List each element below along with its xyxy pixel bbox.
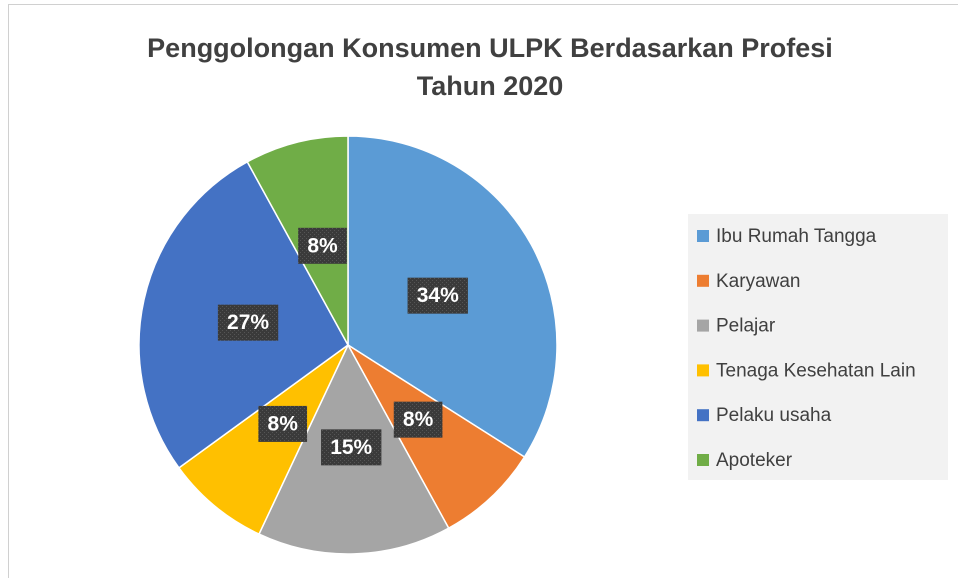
chart-title: Penggolongan Konsumen ULPK Berdasarkan P… [147, 33, 833, 63]
data-label: 15% [330, 436, 372, 459]
legend [688, 214, 948, 480]
legend-swatch [697, 409, 709, 422]
data-label: 27% [227, 311, 269, 334]
data-label-box [393, 401, 443, 438]
chart-title: Tahun 2020 [417, 71, 564, 101]
legend-label: Pelaku usaha [716, 405, 832, 426]
legend-label: Apoteker [716, 450, 793, 471]
data-label: 8% [307, 234, 338, 257]
data-label-box [298, 227, 347, 264]
data-label-box [407, 277, 468, 314]
pie-slice [246, 135, 349, 346]
legend-label: Tenaga Kesehatan Lain [716, 360, 916, 381]
data-label: 8% [403, 408, 434, 431]
legend-swatch [697, 319, 709, 332]
legend-label: Karyawan [716, 271, 801, 292]
data-label-box [258, 405, 308, 442]
legend-swatch [697, 230, 709, 242]
legend-swatch [697, 454, 709, 466]
data-label: 8% [268, 412, 299, 435]
data-label: 34% [417, 284, 459, 307]
data-label-box [321, 429, 382, 466]
legend-label: Pelajar [716, 316, 776, 337]
legend-swatch [697, 364, 709, 377]
data-label-box [217, 304, 279, 341]
legend-swatch [697, 274, 709, 287]
legend-label: Ibu Rumah Tangga [716, 226, 877, 247]
